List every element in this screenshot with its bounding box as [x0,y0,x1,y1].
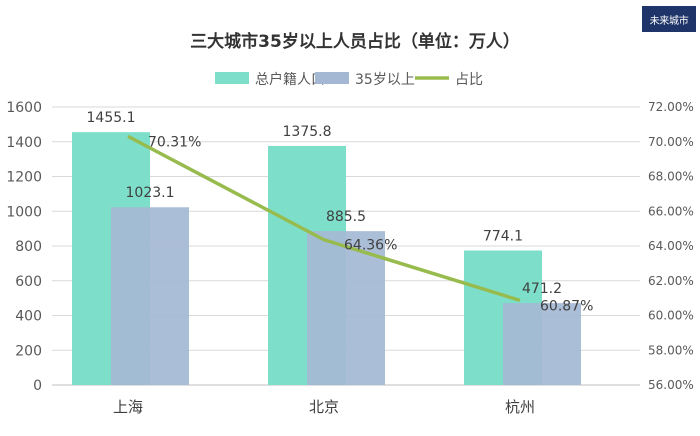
chart-legend: 总户籍人口 35岁以上 占比 [215,71,483,88]
bar-series [72,132,581,385]
legend-swatch [215,72,249,84]
category-label: 上海 [113,398,143,416]
brand-logo: 未来城市 [642,6,696,32]
left-axis-tick-label: 1400 [6,135,42,151]
line-series [127,134,521,303]
right-axis-tick-label: 60.00% [648,309,694,323]
bar-over-35 [307,231,385,385]
left-axis-tick-label: 800 [15,239,42,255]
bar-data-label: 885.5 [326,209,366,225]
right-axis-tick-label: 62.00% [648,274,694,288]
category-axis-labels: 上海 北京 杭州 [113,398,535,416]
right-axis-tick-label: 72.00% [648,100,694,114]
bar-data-label: 774.1 [483,229,523,245]
bar-over-35 [503,303,581,385]
ratio-data-label: 64.36% [344,238,397,254]
left-axis-tick-label: 1000 [6,204,42,220]
bar-data-label: 1023.1 [126,185,175,201]
bar-data-label: 1375.8 [283,124,332,140]
left-axis-tick-label: 1600 [6,100,42,116]
legend-label: 占比 [455,72,483,88]
left-axis-tick-label: 600 [15,274,42,290]
right-axis-tick-label: 64.00% [648,239,694,253]
left-axis-tick-label: 1200 [6,170,42,186]
left-axis-ticks: 0 200 400 600 800 1000 1200 1400 1600 [6,100,42,394]
ratio-data-label: 60.87% [540,298,593,314]
right-axis-tick-label: 66.00% [648,204,694,218]
chart-title: 三大城市35岁以上人员占比（单位：万人） [190,31,520,52]
right-axis-tick-label: 70.00% [648,135,694,149]
bar-over-35 [111,207,189,385]
left-axis-tick-label: 400 [15,309,42,325]
data-labels: 1455.1 1375.8 774.1 1023.1 885.5 471.2 70.31% 6… [87,110,594,314]
category-label: 北京 [309,398,339,416]
legend-swatch [315,72,349,84]
right-axis-ticks: 56.00% 58.00% 60.00% 62.00% 64.00% 66.00% 68.0… [648,100,694,392]
left-axis-tick-label: 0 [33,378,42,394]
right-axis-tick-label: 58.00% [648,343,694,357]
right-axis-tick-label: 56.00% [648,378,694,392]
legend-label: 总户籍人口 [255,71,325,88]
left-axis-tick-label: 200 [15,343,42,359]
bar-data-label: 1455.1 [87,110,136,126]
bar-data-label: 471.2 [522,281,562,297]
legend-label: 35岁以上 [355,72,415,88]
ratio-data-label: 70.31% [148,134,201,150]
ratio-line [127,134,521,303]
category-label: 杭州 [505,398,535,416]
right-axis-tick-label: 68.00% [648,170,694,184]
